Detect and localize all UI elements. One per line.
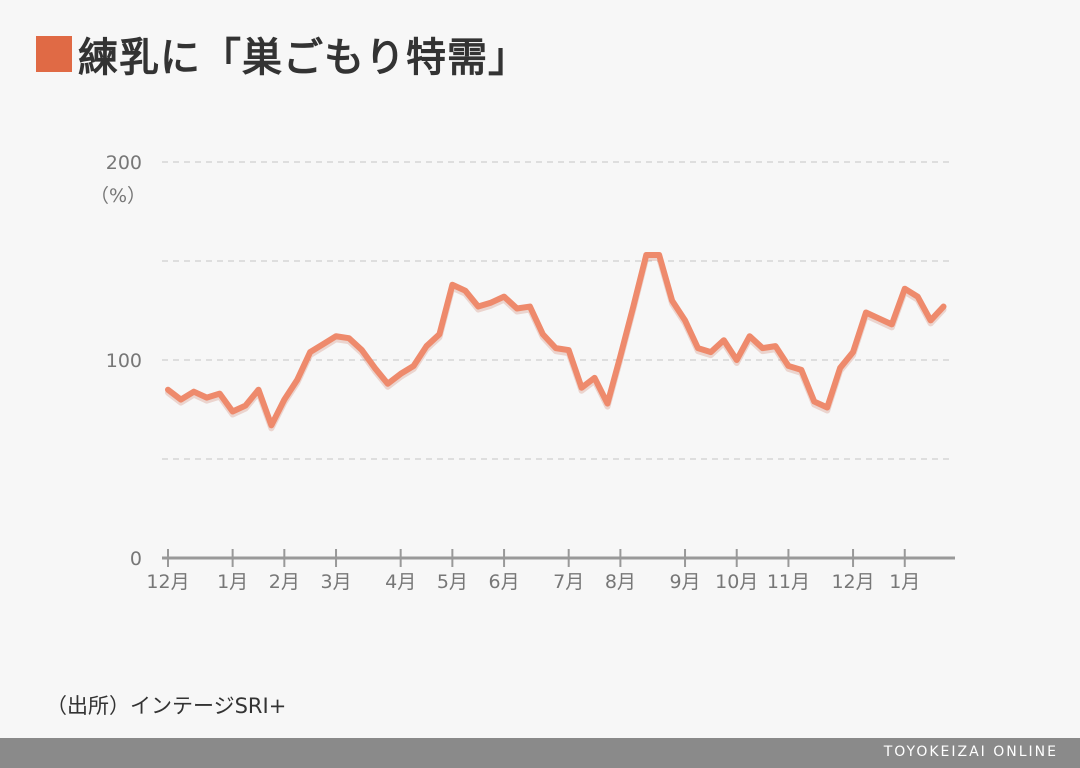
source-note: （出所）インテージSRI+ xyxy=(46,694,287,718)
y-tick-label: 0 xyxy=(130,548,142,570)
x-tick-label: 9月 xyxy=(669,571,700,593)
x-tick-label: 5月 xyxy=(437,571,468,593)
x-tick-label: 3月 xyxy=(320,571,351,593)
x-tick-label: 10月 xyxy=(715,571,758,593)
x-tick-label: 4月 xyxy=(385,571,416,593)
x-tick-label: 12月 xyxy=(831,571,874,593)
chart-title: 練乳に「巣ごもり特需」 xyxy=(78,35,529,81)
x-tick-label: 2月 xyxy=(269,571,300,593)
chart-title-row: 練乳に「巣ごもり特需」 xyxy=(36,26,529,82)
x-tick-label: 7月 xyxy=(553,571,584,593)
x-tick-label: 8月 xyxy=(605,571,636,593)
footer-brand: TOYOKEIZAI ONLINE xyxy=(883,744,1058,760)
x-tick-label: 12月 xyxy=(146,571,189,593)
y-axis-unit-label: （%） xyxy=(90,185,146,207)
series-line xyxy=(165,252,947,429)
title-square-marker xyxy=(36,36,72,72)
footer-bar: TOYOKEIZAI ONLINE xyxy=(0,738,1080,768)
x-tick-label: 1月 xyxy=(889,571,920,593)
y-tick-label: 200 xyxy=(106,152,142,174)
x-tick-label: 11月 xyxy=(767,571,810,593)
x-tick-label: 1月 xyxy=(217,571,248,593)
x-tick-label: 6月 xyxy=(489,571,520,593)
y-tick-label: 100 xyxy=(106,350,142,372)
